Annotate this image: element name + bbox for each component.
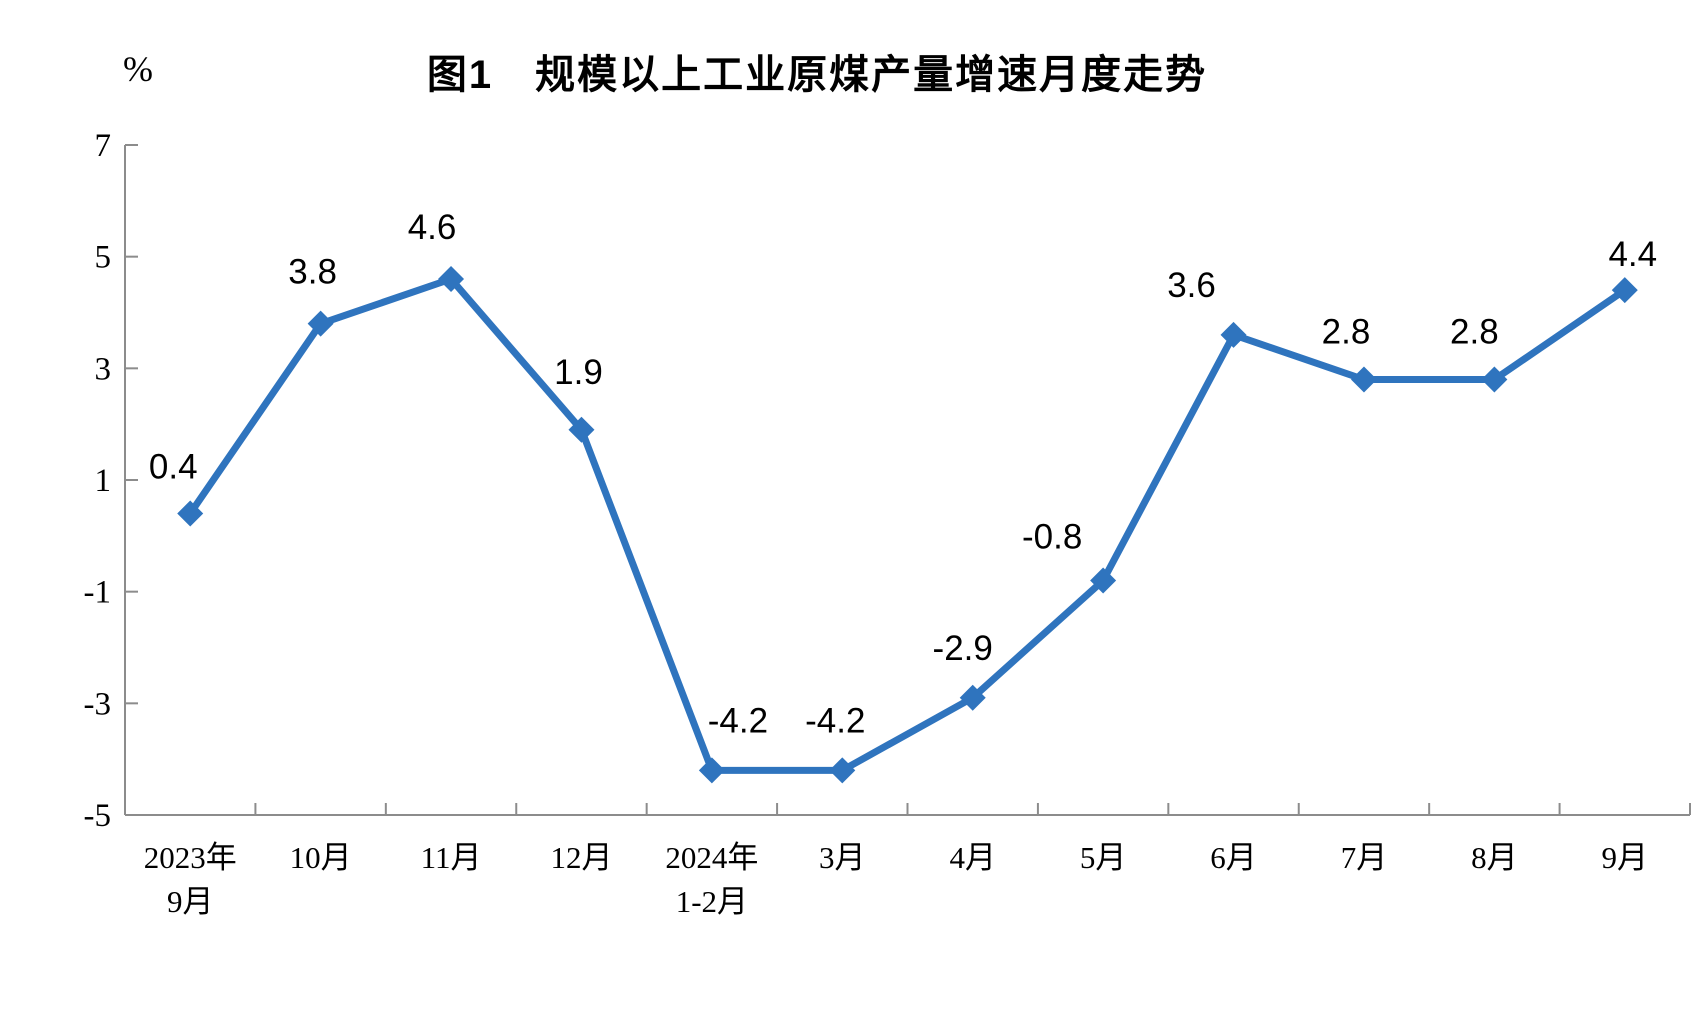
x-axis-tick-label: 4月 <box>949 840 996 875</box>
data-point-marker <box>829 757 856 784</box>
series-line <box>186 275 1629 774</box>
data-point-marker <box>1350 366 1377 393</box>
y-axis-tick-label: 1 <box>95 463 112 499</box>
data-point-marker <box>1611 277 1638 304</box>
y-axis-tick-label: -1 <box>84 575 112 611</box>
x-axis-tick-label: 11月 <box>421 840 482 875</box>
data-point-label: 1.9 <box>554 353 603 392</box>
x-axis-tick-label: 6月 <box>1210 840 1257 875</box>
data-point-marker <box>959 684 986 711</box>
x-axis-tick-label: 2024年 <box>665 840 758 875</box>
data-point-label: -4.2 <box>805 701 865 740</box>
data-point-label: 3.6 <box>1167 266 1216 305</box>
data-point-marker <box>438 266 465 292</box>
data-point-marker <box>698 757 725 784</box>
x-axis-tick-label: 9月 <box>1602 840 1649 875</box>
x-axis-tick-label: 1-2月 <box>676 884 748 919</box>
x-axis-tick-label: 2023年 <box>144 840 237 875</box>
y-axis-tick-label: 7 <box>95 128 112 164</box>
x-axis-tick-label: 9月 <box>167 884 214 919</box>
data-point-marker <box>1090 567 1117 594</box>
data-point-marker <box>307 310 334 337</box>
y-axis-tick-label: -5 <box>84 798 112 834</box>
data-point-label: 4.4 <box>1608 235 1657 274</box>
y-axis-tick-label: -3 <box>84 686 112 722</box>
chart-title: 图1 规模以上工业原煤产量增速月度走势 <box>426 53 1208 97</box>
x-axis-tick-label: 3月 <box>819 840 866 875</box>
y-axis-unit-label: % <box>123 49 153 89</box>
data-point-label: 3.8 <box>288 253 337 292</box>
data-point-label: -2.9 <box>933 629 993 668</box>
y-axis-tick-label: 3 <box>95 351 112 387</box>
data-point-label: 2.8 <box>1322 313 1371 352</box>
data-point-marker <box>568 416 595 443</box>
x-axis-tick-label: 5月 <box>1080 840 1127 875</box>
x-axis-tick-label: 12月 <box>550 840 612 875</box>
x-axis-tick-label: 7月 <box>1341 840 1388 875</box>
data-point-label: 2.8 <box>1450 313 1499 352</box>
data-point-marker <box>1220 321 1247 348</box>
y-axis-tick-label: 5 <box>95 240 112 276</box>
data-point-label: -4.2 <box>708 701 768 740</box>
data-point-label: 4.6 <box>408 208 457 247</box>
x-axis-tick-label: 10月 <box>290 840 352 875</box>
x-axis-tick-label: 8月 <box>1471 840 1518 875</box>
data-point-label: 0.4 <box>149 448 198 487</box>
data-point-marker <box>177 500 204 527</box>
data-point-label: -0.8 <box>1022 518 1082 557</box>
data-point-marker <box>1481 366 1508 393</box>
